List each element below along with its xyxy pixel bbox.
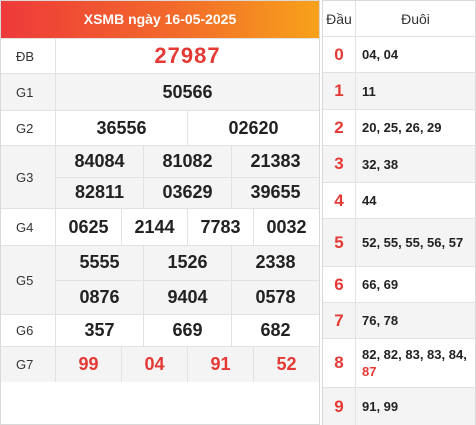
loto-row: 5 52, 55, 55, 56, 57 <box>323 219 475 267</box>
prize-label: ĐB <box>1 39 56 73</box>
prize-label: G1 <box>1 74 56 110</box>
loto-row: 0 04, 04 <box>323 37 475 73</box>
loto-tails: 11 <box>362 83 376 99</box>
prize-number: 9404 <box>143 280 231 314</box>
loto-header: Đầu Đuôi <box>323 1 475 37</box>
loto-tails: 32, 38 <box>362 156 399 172</box>
special-prize-number: 27987 <box>154 43 221 68</box>
loto-head-digit: 9 <box>323 388 356 425</box>
prize-label: G3 <box>1 146 56 208</box>
prize-number: 682 <box>231 315 319 346</box>
prize-row-g2: G2 36556 02620 <box>1 110 319 145</box>
loto-tails: 20, 25, 26, 29 <box>362 120 442 135</box>
prize-number: 0578 <box>231 280 319 314</box>
loto-tails: 76, 78 <box>362 313 399 328</box>
prize-number: 2338 <box>231 246 319 280</box>
tail-column-label: Đuôi <box>401 10 430 27</box>
prize-number: 39655 <box>231 177 319 208</box>
prize-row-g7: G7 99 04 91 52 <box>1 346 319 382</box>
prize-number: 81082 <box>143 146 231 177</box>
loto-head-digit: 6 <box>323 267 356 302</box>
loto-row: 1 11 <box>323 73 475 110</box>
prize-label: G5 <box>1 246 56 314</box>
prize-row-g4: G4 0625 2144 7783 0032 <box>1 208 319 245</box>
results-table: XSMB ngày 16-05-2025 ĐB 27987 G1 50566 G… <box>0 0 320 425</box>
prize-number: 0876 <box>79 286 120 307</box>
loto-tails: 44 <box>362 193 377 208</box>
loto-tails: 82, 82, 83, 83, 84, 87 <box>362 347 467 379</box>
loto-head-digit: 1 <box>323 73 356 109</box>
loto-tails: 66, 69 <box>362 277 399 292</box>
loto-row: 3 32, 38 <box>323 146 475 183</box>
prize-number: 50566 <box>162 81 213 102</box>
loto-head-digit: 8 <box>323 339 356 387</box>
prize-number: 21383 <box>231 146 319 177</box>
prize-number: 1526 <box>143 246 231 280</box>
loto-head-digit: 3 <box>323 146 356 182</box>
loto-row: 9 91, 99 <box>323 388 475 425</box>
prize-number: 03629 <box>143 177 231 208</box>
prize-number: 52 <box>253 347 319 382</box>
prize-label: G6 <box>1 315 56 346</box>
prize-number: 0625 <box>68 216 109 237</box>
prize-number: 2144 <box>121 209 187 245</box>
prize-number: 36556 <box>96 117 147 138</box>
prize-number: 82811 <box>74 182 125 203</box>
prize-number: 84084 <box>74 150 125 171</box>
prize-number: 669 <box>143 315 231 346</box>
loto-head-digit: 2 <box>323 110 356 145</box>
special-tail-highlight: 87 <box>362 364 377 379</box>
loto-tails: 52, 55, 55, 56, 57 <box>362 235 464 250</box>
loto-head-digit: 5 <box>323 219 356 266</box>
loto-tails: 91, 99 <box>362 399 399 414</box>
loto-table: Đầu Đuôi 0 04, 04 1 11 2 20, 25, 26, 29 … <box>322 0 476 425</box>
prize-number: 02620 <box>187 111 319 145</box>
prize-row-g6: G6 357 669 682 <box>1 314 319 346</box>
results-title: XSMB ngày 16-05-2025 <box>1 1 319 38</box>
head-column-label: Đầu <box>323 1 356 36</box>
loto-row: 4 44 <box>323 183 475 219</box>
loto-head-digit: 7 <box>323 303 356 338</box>
prize-number: 99 <box>78 354 99 374</box>
prize-row-db: ĐB 27987 <box>1 38 319 73</box>
prize-label: G4 <box>1 209 56 245</box>
loto-row: 8 82, 82, 83, 83, 84, 87 <box>323 339 475 388</box>
prize-row-g3: G3 84084 81082 21383 82811 03629 39655 <box>1 145 319 208</box>
prize-number: 04 <box>121 347 187 382</box>
loto-row: 2 20, 25, 26, 29 <box>323 110 475 146</box>
prize-number: 7783 <box>187 209 253 245</box>
prize-number: 357 <box>84 320 115 340</box>
prize-row-g1: G1 50566 <box>1 73 319 110</box>
loto-head-digit: 0 <box>323 37 356 72</box>
loto-head-digit: 4 <box>323 183 356 218</box>
loto-row: 6 66, 69 <box>323 267 475 303</box>
prize-label: G2 <box>1 111 56 145</box>
prize-number: 5555 <box>79 252 120 273</box>
prize-number: 91 <box>187 347 253 382</box>
loto-row: 7 76, 78 <box>323 303 475 339</box>
prize-row-g5: G5 5555 1526 2338 0876 9404 0578 <box>1 245 319 314</box>
loto-tails: 04, 04 <box>362 47 399 62</box>
prize-label: G7 <box>1 347 56 382</box>
prize-number: 0032 <box>253 209 319 245</box>
